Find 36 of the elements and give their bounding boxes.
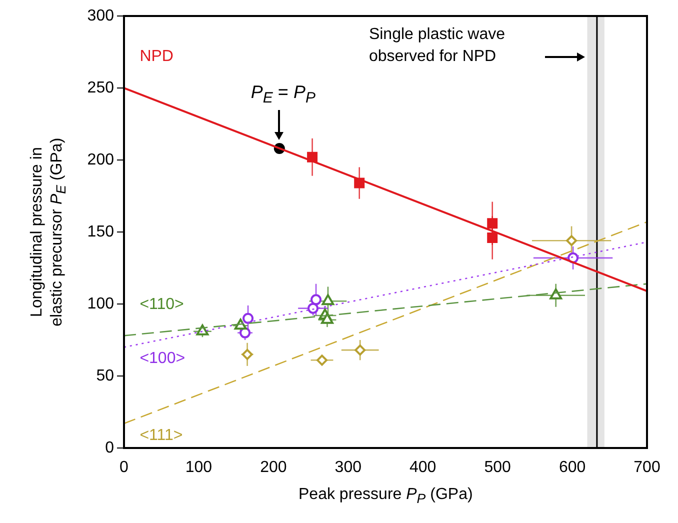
point — [487, 232, 498, 244]
point — [322, 294, 334, 306]
text: <111> — [140, 427, 183, 446]
ref-line-label: Single plastic wave observed for NPD — [368, 25, 506, 67]
y-tick-label: 50 — [96, 367, 114, 384]
point — [550, 288, 562, 300]
annotation: P$_{E}$ = P$_{P}$ — [250, 82, 316, 108]
point — [310, 294, 322, 306]
point — [321, 312, 334, 324]
text: NPD — [140, 48, 174, 66]
x-tick-label: 200 — [260, 459, 287, 476]
x-tick-label: 400 — [410, 459, 436, 476]
x-tick-label: 700 — [634, 459, 660, 476]
point — [242, 348, 253, 360]
point — [240, 327, 251, 338]
point — [354, 344, 366, 356]
x-tick-label: 500 — [484, 459, 512, 476]
y-tick-label: 300 — [87, 7, 114, 24]
y-tick-label: 0 — [105, 439, 114, 456]
x-tick-label: 100 — [185, 459, 212, 476]
x-tick-label: 300 — [334, 459, 362, 476]
point — [242, 312, 254, 324]
y-tick-label: 100 — [87, 295, 114, 312]
y-tick-label: 150 — [87, 223, 114, 240]
point — [316, 354, 328, 366]
point — [354, 178, 365, 188]
y-tick-label: 200 — [87, 151, 114, 168]
series-label: <110> — [140, 296, 184, 314]
x-axis-title: Peak pressure P$_{P}$ (GPa) — [298, 486, 473, 506]
x-tick-label: 0 — [120, 459, 129, 476]
text: <100> — [140, 350, 186, 368]
point — [307, 152, 318, 162]
point — [566, 235, 578, 246]
x-tick-label: 600 — [558, 459, 586, 476]
point — [487, 218, 498, 229]
y-tick-label: 250 — [87, 79, 114, 96]
